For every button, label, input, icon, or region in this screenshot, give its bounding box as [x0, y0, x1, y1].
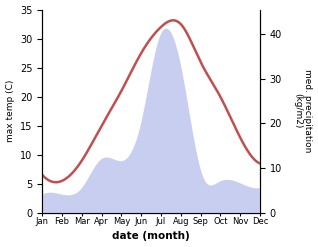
Y-axis label: max temp (C): max temp (C)	[5, 80, 15, 142]
X-axis label: date (month): date (month)	[112, 231, 190, 242]
Y-axis label: med. precipitation
(kg/m2): med. precipitation (kg/m2)	[293, 69, 313, 153]
